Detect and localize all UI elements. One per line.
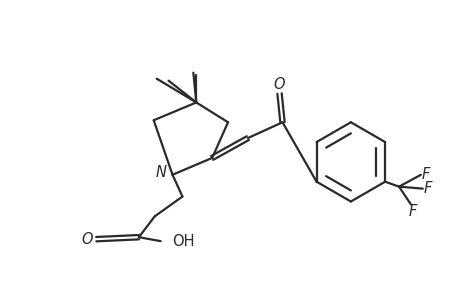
Text: F: F bbox=[423, 181, 431, 196]
Text: F: F bbox=[408, 204, 416, 219]
Text: N: N bbox=[155, 165, 166, 180]
Text: O: O bbox=[273, 77, 285, 92]
Text: O: O bbox=[81, 232, 93, 247]
Text: F: F bbox=[421, 167, 429, 182]
Text: OH: OH bbox=[172, 234, 195, 249]
